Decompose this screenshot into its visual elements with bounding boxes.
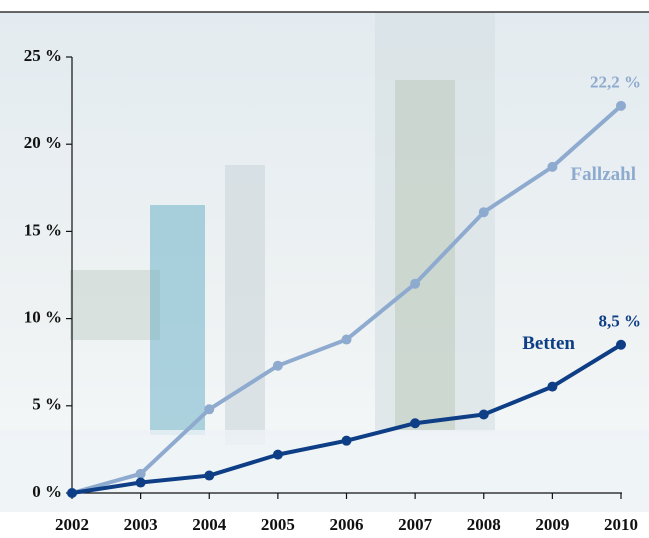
data-point [478,409,489,420]
y-tick-label: 10 % [24,308,62,327]
x-tick-label: 2010 [604,515,638,534]
data-point [204,404,215,415]
x-tick-label: 2003 [124,515,158,534]
photo-doorway [395,80,455,430]
y-tick-label: 5 % [32,395,62,414]
x-tick-label: 2002 [55,515,89,534]
data-point [135,477,146,488]
series-label: Betten [522,333,575,354]
data-point [478,207,489,218]
photo-figure [150,205,205,435]
x-tick-label: 2004 [192,515,227,534]
value-label: 8,5 % [599,312,642,331]
data-point [135,468,146,479]
photo-door [225,165,265,445]
data-point [547,381,558,392]
x-tick-label: 2006 [330,515,364,534]
x-tick-label: 2008 [467,515,501,534]
y-tick-label: 0 % [32,482,62,501]
data-point [272,449,283,460]
data-point [67,488,77,498]
value-label: 22,2 % [590,73,641,92]
x-tick-label: 2009 [535,515,569,534]
series-label: Fallzahl [571,164,636,185]
y-tick-label: 15 % [24,220,62,239]
data-point [341,334,352,345]
y-tick-label: 20 % [24,133,62,152]
data-point [341,435,352,446]
data-point [547,161,558,172]
data-point [616,100,626,111]
data-point [410,278,421,289]
photo-floor [0,430,649,512]
data-point [616,339,626,350]
photo-window [70,270,160,340]
x-tick-label: 2005 [261,515,295,534]
data-point [204,470,215,481]
y-tick-label: 25 % [24,46,62,65]
photo-background [0,12,649,512]
data-point [272,360,283,371]
x-tick-label: 2007 [398,515,433,534]
data-point [410,418,421,429]
